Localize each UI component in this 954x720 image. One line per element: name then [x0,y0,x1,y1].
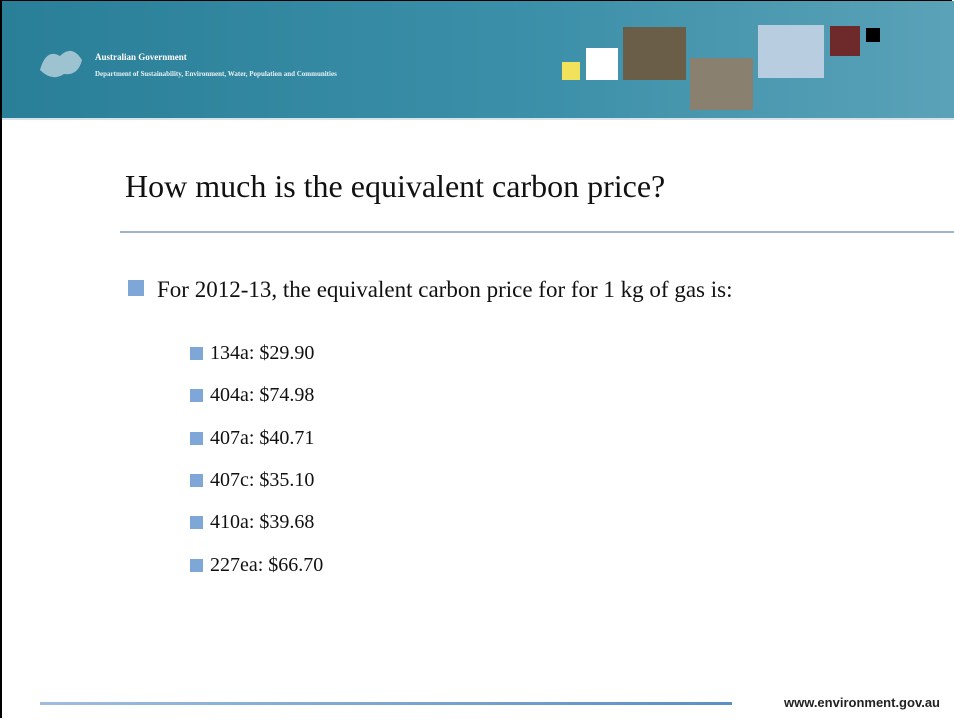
photo-hand [690,58,753,110]
black-square [866,28,880,42]
slide-title: How much is the equivalent carbon price? [125,168,666,204]
title-rule [120,231,954,233]
item: 134a: $29.90 [190,342,314,365]
footer-rule [40,702,732,705]
bullet-marker [128,280,144,296]
photo-sky [758,25,824,78]
footer-url: www.environment.gov.au [783,695,940,710]
item: 404a: $74.98 [190,384,314,407]
crest [40,50,82,78]
department: Department of Sustainability, Environmen… [95,70,337,78]
item: 410a: $39.68 [190,511,314,534]
photo-tools [623,27,686,80]
item: 407a: $40.71 [190,427,314,450]
header-rule [2,118,954,120]
red-square [830,26,860,56]
item: 227ea: $66.70 [190,554,323,577]
organisation: Australian Government [95,52,187,62]
white-square [586,48,618,80]
yellow-square [562,62,580,80]
bullet-text: For 2012-13, the equivalent carbon price… [157,277,733,302]
item: 407c: $35.10 [190,469,314,492]
header-graphics [40,25,880,110]
